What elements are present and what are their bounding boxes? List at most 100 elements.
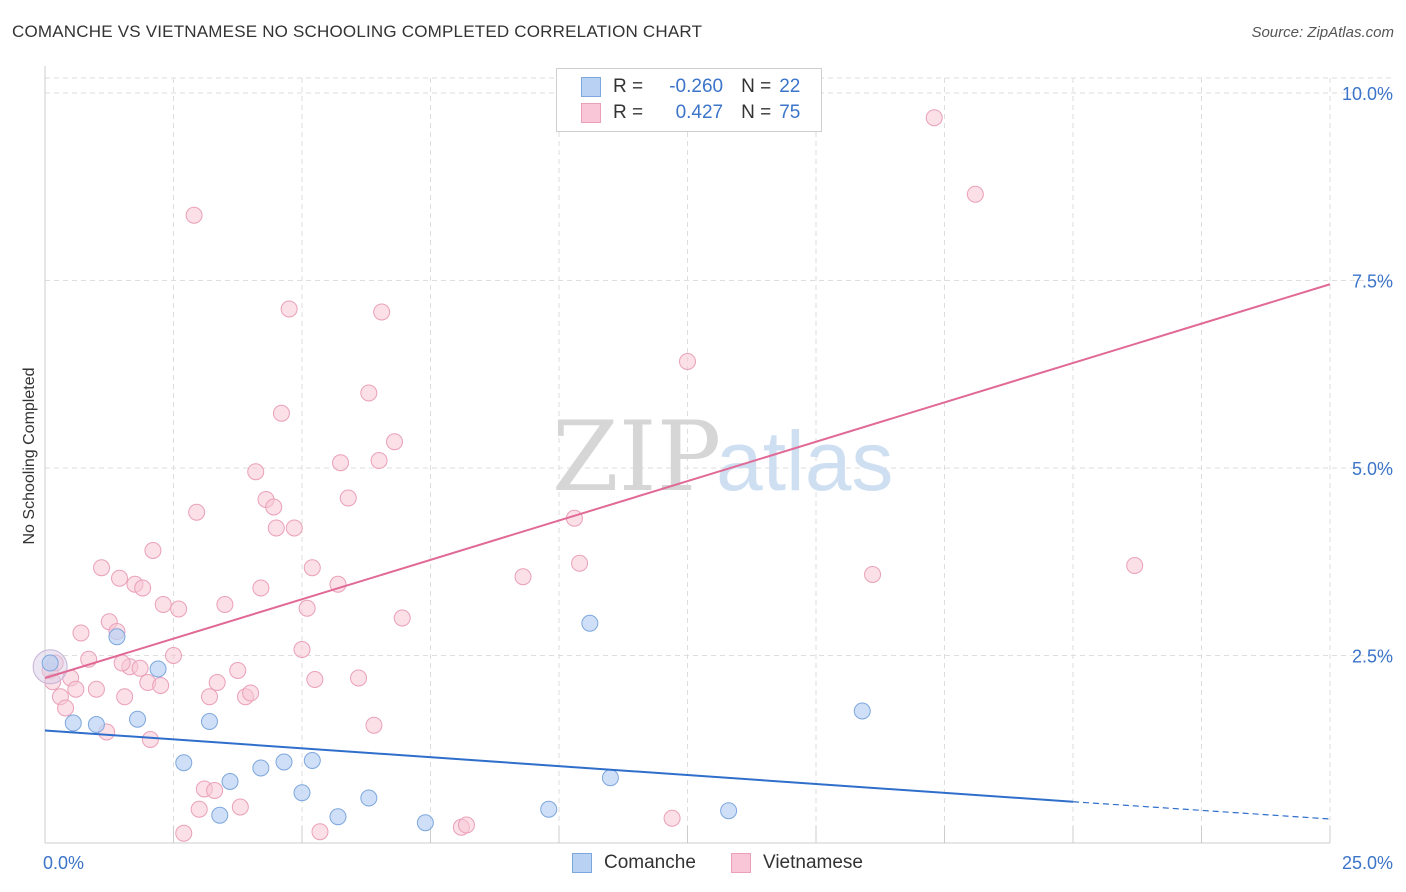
comanche-point [108, 628, 126, 646]
vietnamese-point [339, 489, 357, 507]
vietnamese-point [925, 109, 943, 127]
stats-legend: R = -0.260 N = 22 R = 0.427 N = 75 [556, 68, 822, 132]
series-legend: Comanche Vietnamese [0, 852, 1406, 876]
vietnamese-point [165, 647, 182, 664]
comanche-swatch [572, 853, 592, 873]
y-tick-label: 7.5% [1352, 272, 1393, 292]
vietnamese-point [298, 599, 316, 617]
vietnamese-point [231, 798, 249, 816]
vietnamese-point [864, 566, 882, 583]
vietnamese-point [116, 688, 134, 706]
comanche-point [200, 713, 218, 730]
legend-label-comanche: Comanche [604, 852, 696, 873]
vietnamese-point [663, 809, 681, 827]
legend-item-vietnamese[interactable]: Vietnamese [731, 852, 863, 874]
vietnamese-point [365, 716, 383, 734]
legend-label-vietnamese: Vietnamese [763, 852, 863, 873]
comanche-point [329, 808, 347, 826]
axes [44, 66, 1331, 844]
comanche-point [252, 759, 270, 777]
y-tick-label: 2.5% [1352, 647, 1393, 667]
n-value: 22 [779, 76, 801, 97]
vietnamese-point [267, 519, 285, 537]
comanche-point [416, 814, 434, 832]
comanche-point [581, 614, 599, 632]
comanche-point [221, 773, 239, 790]
comanche-point [601, 769, 619, 787]
comanche-swatch [581, 77, 601, 97]
vietnamese-point [386, 433, 404, 451]
comanche-trend-line [44, 729, 1074, 803]
vietnamese-point [242, 684, 260, 702]
r-value: 0.427 [675, 102, 724, 123]
comanche-point [720, 802, 738, 820]
vietnamese-point [170, 600, 188, 618]
vietnamese-point [206, 782, 224, 799]
vietnamese-point [571, 554, 589, 572]
vietnamese-point [393, 609, 411, 627]
vietnamese-point [141, 731, 159, 748]
r-label: R = [613, 102, 644, 123]
comanche-point [129, 710, 147, 728]
vietnamese-point [57, 699, 75, 717]
vietnamese-point [265, 498, 283, 516]
n-label: N = [741, 102, 772, 123]
y-tick-label: 5.0% [1352, 459, 1393, 479]
vietnamese-point [190, 800, 208, 818]
vietnamese-point [966, 185, 984, 203]
vietnamese-point [200, 688, 218, 706]
comanche-point [293, 784, 311, 802]
comanche-point [303, 752, 321, 769]
vietnamese-point [111, 569, 129, 587]
vietnamese-point [329, 575, 347, 593]
vietnamese-point [679, 353, 696, 370]
r-label: R = [613, 76, 644, 97]
vietnamese-point [280, 300, 298, 318]
watermark-atlas: atlas [716, 414, 893, 508]
comanche-point [211, 806, 229, 824]
vietnamese-point [360, 384, 378, 402]
vietnamese-point [216, 596, 234, 613]
source-label: Source: ZipAtlas.com [1251, 24, 1394, 41]
watermark-zip: ZIP [552, 401, 721, 513]
vietnamese-point [457, 816, 475, 834]
vietnamese-point [514, 568, 532, 586]
comanche-point [87, 716, 105, 733]
vietnamese-point [303, 559, 321, 577]
vietnamese-swatch [581, 103, 601, 123]
chart-title: COMANCHE VS VIETNAMESE NO SCHOOLING COMP… [12, 22, 703, 41]
vietnamese-point [72, 624, 90, 642]
vietnamese-point [87, 680, 105, 698]
vietnamese-point [144, 542, 162, 559]
vietnamese-point [373, 303, 391, 321]
comanche-point [41, 654, 59, 672]
gridlines [45, 77, 1392, 843]
n-value: 75 [779, 102, 801, 123]
stats-row-comanche: R = -0.260 N = 22 [581, 75, 800, 99]
comanche-point [175, 754, 193, 772]
vietnamese-point [293, 641, 311, 658]
vietnamese-point [113, 654, 131, 672]
vietnamese-point [350, 669, 368, 687]
vietnamese-point [247, 463, 265, 481]
vietnamese-point [208, 674, 226, 691]
comanche-point [275, 753, 293, 771]
vietnamese-point [175, 824, 193, 842]
comanche-points [41, 614, 871, 832]
n-label: N = [741, 76, 772, 97]
r-value: -0.260 [669, 76, 724, 97]
vietnamese-point [154, 596, 172, 613]
vietnamese-point [152, 677, 170, 694]
y-tick-label: 10.0% [1342, 84, 1393, 104]
comanche-point [853, 702, 871, 720]
legend-item-comanche[interactable]: Comanche [572, 852, 696, 874]
tick-labels: 2.5% 5.0% 7.5% 10.0% 0.0% 25.0% [43, 84, 1393, 873]
vietnamese-swatch [731, 853, 751, 873]
watermark: ZIP atlas [552, 401, 893, 513]
comanche-point [540, 800, 558, 818]
trend-lines [44, 283, 1331, 820]
comanche-trend-extension [1072, 801, 1331, 820]
vietnamese-point [67, 680, 85, 698]
comanche-point [360, 789, 378, 807]
vietnamese-point [306, 671, 324, 688]
